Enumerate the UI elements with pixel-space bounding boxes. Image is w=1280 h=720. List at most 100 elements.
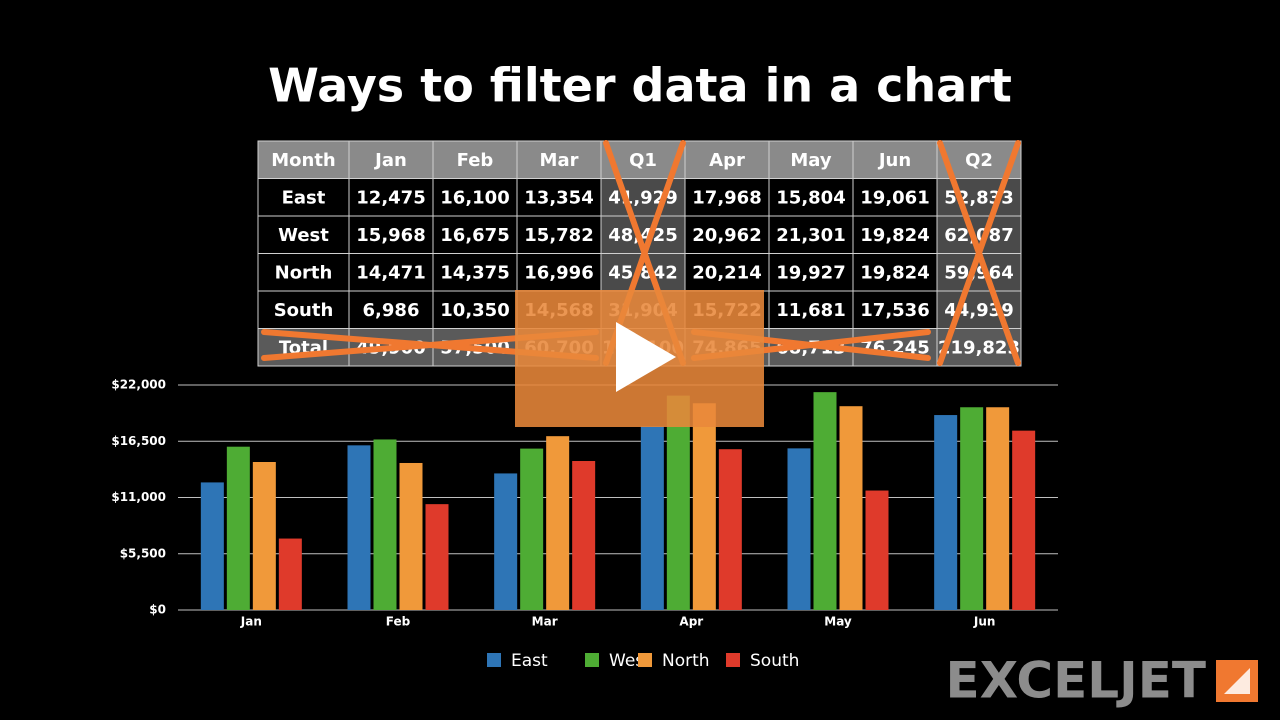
bar: [960, 407, 984, 610]
table-value: 19,061: [860, 187, 929, 208]
bar: [718, 449, 742, 610]
cross-line: [937, 140, 1021, 366]
legend-swatch: [585, 653, 599, 667]
legend-label: North: [662, 651, 710, 671]
table-cell: [432, 140, 518, 179]
bar: [520, 448, 544, 610]
x-tick-label: Apr: [679, 615, 703, 629]
legend-swatch: [487, 653, 501, 667]
table-cell: [257, 290, 350, 329]
table-cell: [852, 253, 938, 292]
table-header: Jan: [373, 150, 407, 171]
bar: [200, 482, 224, 610]
table-cell: [432, 215, 518, 254]
bar: [373, 439, 397, 610]
table-value: 16,100: [440, 187, 509, 208]
table-value: 16,996: [524, 262, 593, 283]
table-value: 21,301: [776, 225, 845, 246]
table-cell: [348, 253, 434, 292]
bar: [1012, 430, 1036, 610]
table-value: 45,842: [608, 262, 677, 283]
logo-text: EXCELJET: [946, 652, 1207, 710]
play-button[interactable]: [515, 290, 764, 427]
y-tick-label: $22,000: [111, 378, 166, 392]
table-value: 14,471: [356, 262, 425, 283]
table-cell: [348, 178, 434, 217]
bar: [278, 538, 302, 610]
table-value: 62,087: [944, 225, 1013, 246]
table-cell: [852, 140, 938, 179]
x-tick-label: Jun: [973, 615, 996, 629]
table-header: Q1: [629, 150, 657, 171]
table-cell: [768, 215, 854, 254]
table-header: Month: [271, 150, 336, 171]
table-value: 14,375: [440, 262, 509, 283]
y-tick-label: $11,000: [111, 490, 166, 504]
table-cell: [432, 290, 518, 329]
table-cell: [768, 290, 854, 329]
table-cell: [348, 215, 434, 254]
table-value: 17,536: [860, 300, 929, 321]
bar: [839, 406, 863, 610]
bar: [347, 445, 371, 610]
table-header: Apr: [709, 150, 745, 171]
table-cell: [516, 178, 602, 217]
table-value: 48,425: [608, 225, 677, 246]
table-value: East: [282, 187, 326, 208]
bar: [986, 407, 1010, 610]
x-tick-label: Feb: [386, 615, 411, 629]
bar: [252, 462, 276, 610]
table-value: 17,968: [692, 187, 761, 208]
chart: $0 $5,500 $11,000 $16,500 $22,000 Jan Feb Mar Ap…: [111, 378, 1058, 671]
bar: [494, 473, 518, 610]
bar: [666, 395, 690, 610]
bar: [787, 448, 811, 610]
play-icon[interactable]: [616, 322, 676, 392]
bar: [226, 446, 250, 610]
table-value: 20,962: [692, 225, 761, 246]
x-tick-label: Mar: [532, 615, 558, 629]
table-value: 15,968: [356, 225, 425, 246]
table-header: Jun: [877, 150, 911, 171]
table-value: 11,681: [776, 300, 845, 321]
table-value: 19,927: [776, 262, 845, 283]
table-value: 10,350: [440, 300, 509, 321]
y-tick-label: $16,500: [111, 434, 166, 448]
bar: [813, 392, 837, 610]
table-value: 13,354: [524, 187, 593, 208]
table-value: 59,964: [944, 262, 1013, 283]
table-value: 6,986: [363, 300, 420, 321]
table-cell: [432, 253, 518, 292]
table-header: May: [790, 150, 832, 171]
table-cell: [684, 178, 770, 217]
table-cell: [936, 290, 1022, 329]
table-header: Feb: [457, 150, 494, 171]
table-value: 16,675: [440, 225, 509, 246]
bar: [934, 415, 958, 610]
table-value: 219,823: [938, 337, 1020, 358]
legend-swatch: [726, 653, 740, 667]
table-header: Q2: [965, 150, 993, 171]
table-value: South: [274, 300, 334, 321]
table-value: 15,804: [776, 187, 845, 208]
table-cell: [257, 140, 350, 179]
bar: [692, 403, 716, 610]
table-header: Mar: [540, 150, 579, 171]
table-cell: [257, 178, 350, 217]
table-value: 20,214: [692, 262, 761, 283]
legend-label: South: [750, 651, 799, 671]
bar: [865, 490, 889, 610]
table-cell: [768, 140, 854, 179]
table-value: North: [275, 262, 333, 283]
table-value: 12,475: [356, 187, 425, 208]
y-tick-label: $5,500: [120, 546, 166, 560]
table-value: West: [278, 225, 329, 246]
bar: [425, 504, 449, 610]
table-value: 19,824: [860, 225, 929, 246]
bar: [640, 426, 664, 610]
y-tick-label: $0: [149, 603, 166, 617]
bar: [572, 461, 596, 610]
table-cell: [936, 178, 1022, 217]
